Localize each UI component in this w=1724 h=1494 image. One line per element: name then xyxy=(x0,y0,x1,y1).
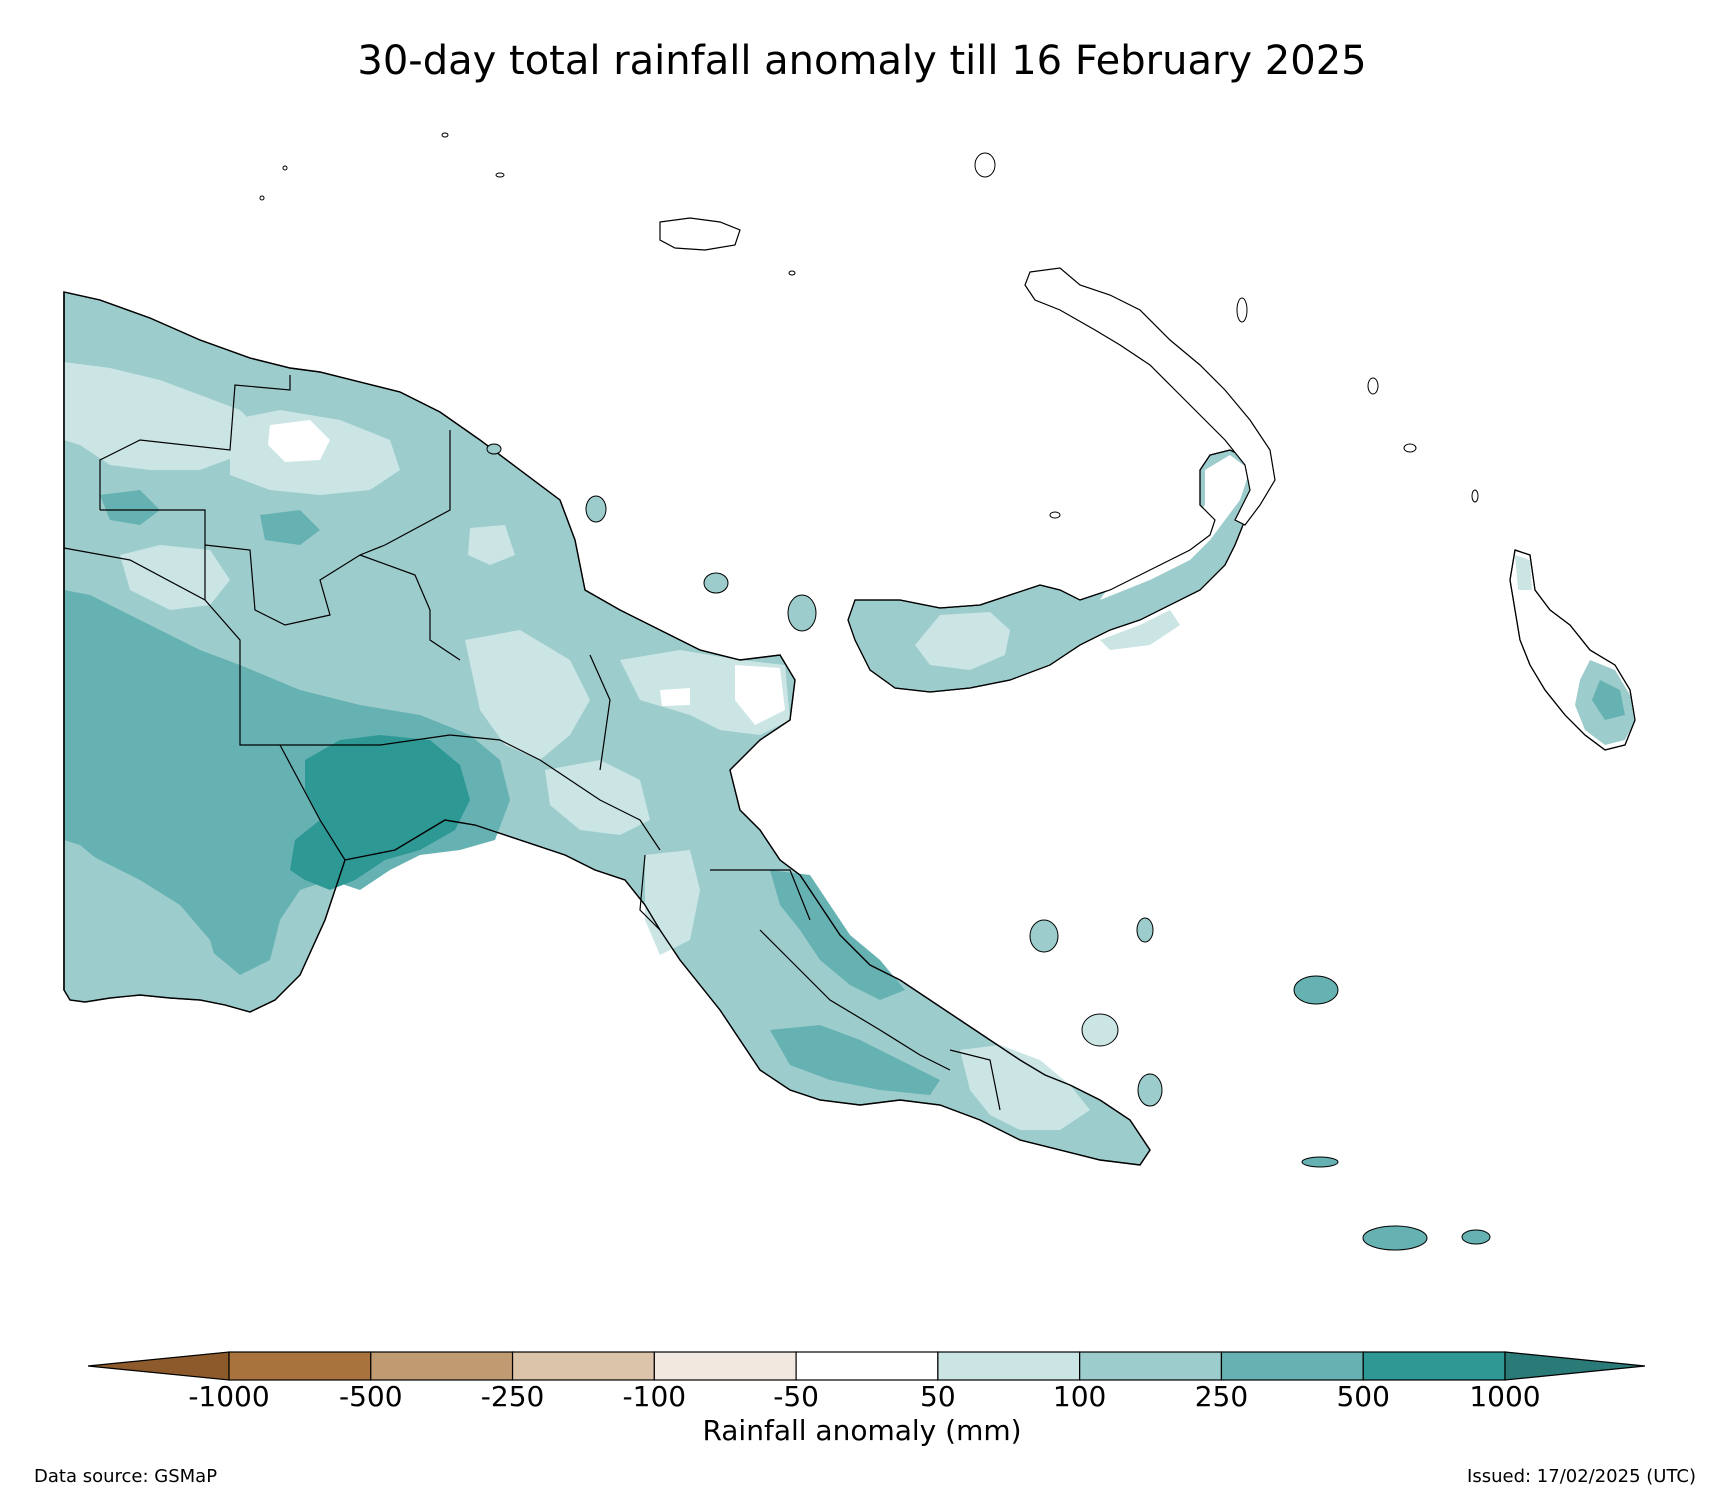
colorbar-bin xyxy=(795,1351,939,1381)
colorbar-tick-label: -1000 xyxy=(188,1380,270,1413)
mainland-250-500-south xyxy=(770,1025,940,1095)
manus-island xyxy=(659,217,741,251)
mainland-250-500-ridge xyxy=(770,870,905,1000)
colorbar-bin xyxy=(1362,1351,1506,1381)
mainland-50-100-highlands xyxy=(465,630,590,760)
colorbar-tick-label: 250 xyxy=(1194,1380,1249,1413)
small-islands xyxy=(259,132,1491,1251)
new-britain-50-100 xyxy=(915,612,1010,670)
colorbar-under-arrow xyxy=(87,1351,230,1381)
mainland-500-1000-core xyxy=(290,735,470,890)
mainland-50-100-mid xyxy=(120,545,230,610)
mainland-50-100-gulf xyxy=(545,760,650,835)
colorbar-tick-label: 1000 xyxy=(1469,1380,1541,1413)
new-ireland xyxy=(1024,267,1276,526)
colorbar-bin xyxy=(653,1351,797,1381)
mainland-white-morobe xyxy=(735,665,785,725)
mainland-coast xyxy=(63,291,1151,1166)
colorbar-bin xyxy=(228,1351,372,1381)
mainland-white-morobe2 xyxy=(660,688,690,706)
colorbar-over-arrow xyxy=(1504,1351,1646,1381)
colorbar-tick-label: -500 xyxy=(338,1380,403,1413)
colorbar xyxy=(87,1351,1646,1381)
map-title: 30-day total rainfall anomaly till 16 Fe… xyxy=(357,38,1367,84)
mainland-250-500-sepik2 xyxy=(260,510,320,545)
colorbar-tick-label: -50 xyxy=(773,1380,819,1413)
mainland-50-100-tip xyxy=(960,1045,1090,1130)
mainland-250-500-sepik xyxy=(100,490,160,525)
colorbar-tick-label: -250 xyxy=(480,1380,545,1413)
mainland xyxy=(63,291,1151,1166)
colorbar-bin xyxy=(1079,1351,1223,1381)
bougainville-250-500 xyxy=(1592,680,1625,720)
mainland-250-500-west xyxy=(64,590,510,975)
colorbar-tick-label: 50 xyxy=(920,1380,956,1413)
mainland-50-100-north xyxy=(64,362,260,470)
bougainville xyxy=(1509,549,1636,751)
province-boundaries xyxy=(63,375,1001,1111)
mainland-50-100-madang xyxy=(468,525,515,565)
colorbar-bin xyxy=(370,1351,514,1381)
new-britain xyxy=(847,449,1256,693)
colorbar-label: Rainfall anomaly (mm) xyxy=(702,1414,1022,1447)
data-source-note: Data source: GSMaP xyxy=(34,1466,218,1487)
mainland-100-250-southwest xyxy=(64,840,220,1002)
issued-date: Issued: 17/02/2025 (UTC) xyxy=(1467,1466,1696,1487)
colorbar-bin xyxy=(937,1351,1081,1381)
new-britain-50-100-east xyxy=(1100,610,1180,650)
colorbar-tick-label: 100 xyxy=(1052,1380,1107,1413)
colorbar-bin xyxy=(1220,1351,1364,1381)
colorbar-tick-label: 500 xyxy=(1336,1380,1390,1413)
colorbar-tick-label: -100 xyxy=(622,1380,687,1413)
colorbar-bins xyxy=(228,1351,1506,1381)
bougainville-50-100 xyxy=(1515,555,1532,590)
mainland-white-north xyxy=(268,420,330,462)
new-britain-white-east xyxy=(1100,455,1250,600)
colorbar-bin xyxy=(511,1351,655,1381)
